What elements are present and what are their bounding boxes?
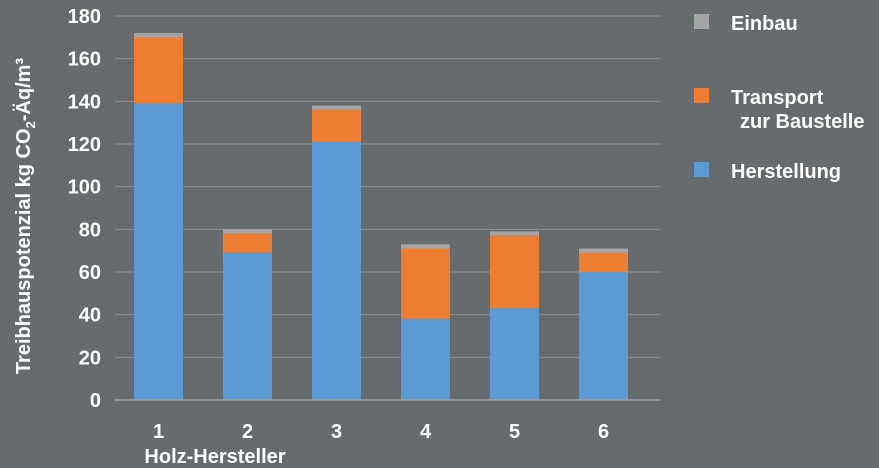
y-tick-label-20: 20 (79, 347, 101, 369)
y-axis-title: Treibhauspotenzial kg CO2-Äq/m³ (12, 58, 38, 375)
bar-4-einbau (401, 244, 450, 249)
legend-swatch-herstellung (694, 162, 709, 177)
bar-2-transport-zur-baustelle (223, 233, 272, 253)
y-tick-label-140: 140 (68, 91, 101, 113)
x-tick-label-2: 2 (242, 421, 253, 443)
y-axis-title-subscript: 2 (23, 121, 38, 128)
bar-5-transport-zur-baustelle (490, 235, 539, 309)
bar-3-transport-zur-baustelle (312, 109, 361, 142)
y-tick-label-160: 160 (68, 49, 101, 71)
y-tick-label-80: 80 (79, 219, 101, 241)
legend-label-herstellung: Herstellung (731, 161, 841, 183)
x-axis-title: Holz-Hersteller (144, 446, 285, 468)
legend-swatch-transport-zur-baustelle (694, 88, 709, 103)
bar-5-einbau (490, 231, 539, 236)
y-tick-label-60: 60 (79, 262, 101, 284)
legend-label-transport-zur-baustelle: Transport zur Baustelle (731, 87, 864, 133)
x-tick-label-4: 4 (420, 421, 432, 443)
y-axis-tick-labels: 0 20 40 60 80 100 120 140 160 180 (68, 6, 101, 412)
bar-1-herstellung (134, 103, 183, 400)
x-tick-label-1: 1 (153, 421, 164, 443)
bar-1-einbau (134, 33, 183, 38)
legend-label-einbau: Einbau (731, 13, 798, 35)
bar-6-herstellung (579, 272, 628, 400)
y-axis-title-main: Treibhauspotenzial kg CO (13, 128, 35, 374)
bar-2-herstellung (223, 252, 272, 400)
bars (134, 33, 628, 400)
y-tick-label-0: 0 (90, 390, 101, 412)
bar-1-transport-zur-baustelle (134, 37, 183, 104)
y-tick-label-180: 180 (68, 6, 101, 28)
x-tick-label-3: 3 (331, 421, 342, 443)
bar-3-einbau (312, 105, 361, 110)
y-axis-title-tail: -Äq/m³ (12, 58, 35, 122)
gridlines (115, 15, 660, 358)
y-tick-label-40: 40 (79, 305, 101, 327)
bar-3-herstellung (312, 141, 361, 400)
bar-4-transport-zur-baustelle (401, 248, 450, 319)
bar-6-transport-zur-baustelle (579, 252, 628, 272)
legend: Einbau Transport zur Baustelle Herstellung (694, 13, 864, 183)
legend-swatch-einbau (694, 14, 709, 29)
y-tick-label-100: 100 (68, 177, 101, 199)
bar-4-herstellung (401, 318, 450, 400)
x-axis-tick-labels: 1 2 3 4 5 6 (153, 421, 609, 443)
bar-2-einbau (223, 229, 272, 234)
bar-6-einbau (579, 248, 628, 253)
x-tick-label-6: 6 (598, 421, 609, 443)
y-tick-label-120: 120 (68, 134, 101, 156)
bar-5-herstellung (490, 308, 539, 400)
x-tick-label-5: 5 (509, 421, 520, 443)
